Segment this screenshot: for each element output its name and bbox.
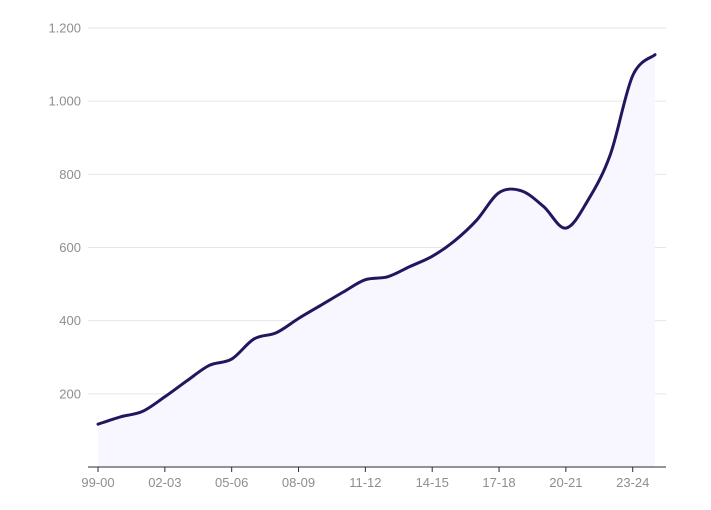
- data-point-06-07: [252, 337, 256, 341]
- data-point-12-13: [386, 275, 390, 279]
- x-tick-label: 20-21: [549, 475, 582, 490]
- data-point-03-04: [185, 379, 189, 383]
- data-point-16-17: [475, 218, 479, 222]
- x-tick-label: 05-06: [215, 475, 248, 490]
- x-tick-label: 14-15: [416, 475, 449, 490]
- x-axis-tick-labels: 99-00 02-03 05-06 08-09 11-12 14-15 17-18 20-21…: [81, 475, 649, 490]
- data-point-08-09: [297, 316, 301, 320]
- area-fill-layer: [98, 54, 655, 468]
- data-point-02-03: [163, 395, 167, 399]
- data-point-10-11: [341, 290, 345, 294]
- data-point-05-06: [230, 357, 234, 361]
- y-tick-label: 800: [59, 167, 81, 182]
- data-point-23-24: [631, 74, 635, 78]
- x-tick-label: 17-18: [482, 475, 515, 490]
- data-point-13-14: [408, 265, 412, 269]
- data-point-07-08: [274, 331, 278, 335]
- data-point-99-00: [96, 422, 100, 426]
- data-point-15-16: [452, 239, 456, 243]
- data-point-17-18: [497, 191, 501, 195]
- x-tick-label: 23-24: [616, 475, 649, 490]
- data-point-09-10: [319, 303, 323, 307]
- y-tick-label: 1.000: [48, 94, 81, 109]
- data-point-22-23: [608, 152, 612, 156]
- x-axis: [88, 466, 666, 472]
- y-tick-label: 400: [59, 313, 81, 328]
- data-point-19-20: [542, 205, 546, 209]
- series-line-layer: [96, 53, 657, 426]
- data-point-00-01: [118, 415, 122, 419]
- data-point-21-22: [586, 198, 590, 202]
- data-point-24-25: [653, 53, 657, 57]
- data-point-18-19: [519, 189, 523, 193]
- data-point-11-12: [363, 278, 367, 282]
- x-tick-label: 02-03: [148, 475, 181, 490]
- y-tick-label: 600: [59, 240, 81, 255]
- x-tick-label: 99-00: [81, 475, 114, 490]
- y-tick-label: 1.200: [48, 21, 81, 36]
- data-point-01-02: [141, 409, 145, 413]
- x-tick-label: 11-12: [349, 475, 381, 490]
- series-line: [96, 53, 657, 426]
- y-tick-label: 200: [59, 386, 81, 401]
- data-point-20-21: [564, 226, 568, 230]
- data-point-04-05: [207, 363, 211, 367]
- data-point-14-15: [430, 254, 434, 258]
- y-axis-tick-labels: 200 400 600 800 1.000 1.200: [48, 21, 81, 402]
- x-tick-label: 08-09: [282, 475, 315, 490]
- series-area-fill: [98, 54, 655, 468]
